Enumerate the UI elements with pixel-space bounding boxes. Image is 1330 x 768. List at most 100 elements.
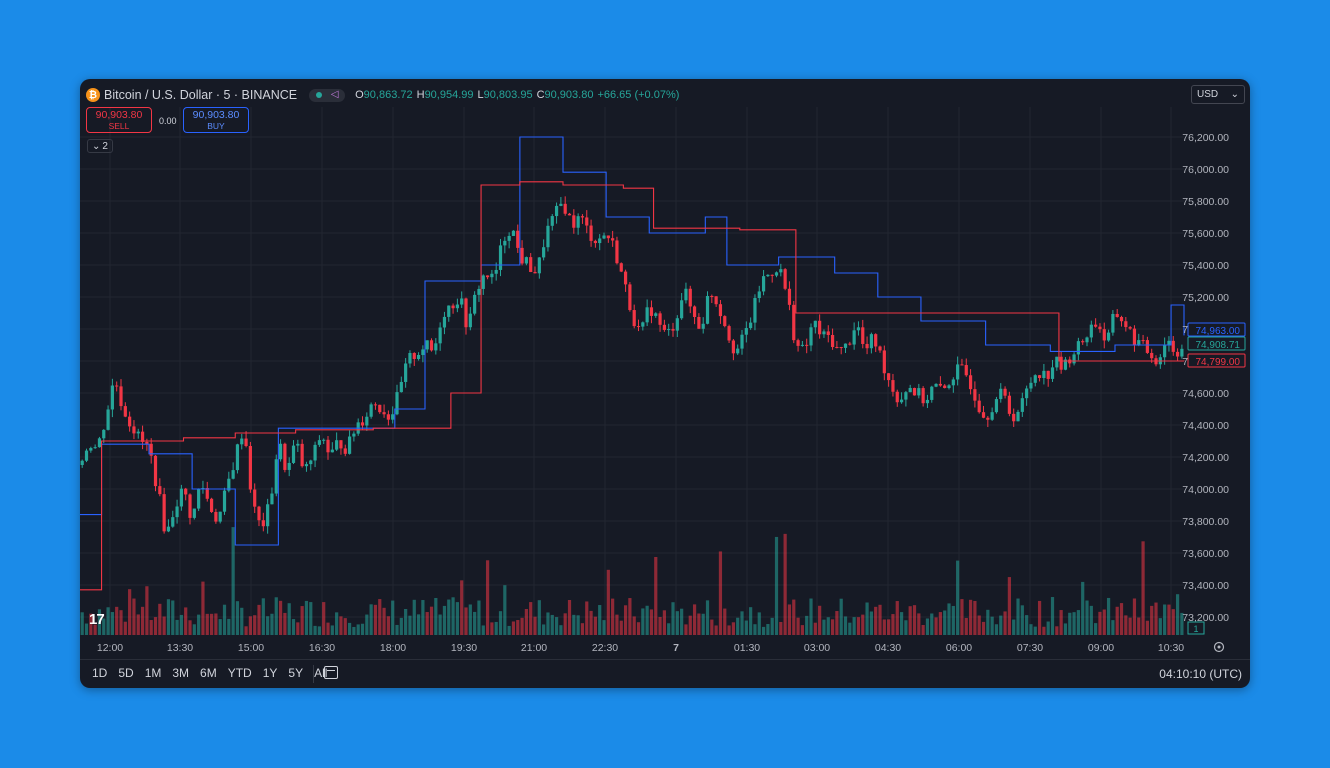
candle-body (865, 343, 869, 349)
candle-body (300, 443, 304, 467)
candle-body (1055, 356, 1059, 368)
volume-bar (981, 621, 986, 635)
volume-bar (119, 610, 123, 635)
volume-bar (425, 612, 429, 635)
volume-bar (520, 617, 524, 635)
candle-body (835, 346, 839, 348)
volume-bar (507, 625, 511, 635)
volume-bar (830, 619, 835, 635)
range-button-5d[interactable]: 5D (118, 666, 134, 680)
utc-clock[interactable]: 04:10:10 (UTC) (1159, 667, 1242, 681)
volume-bar (938, 612, 942, 635)
candle-body (369, 404, 373, 417)
candle-body (943, 385, 947, 389)
price-chart[interactable]: 73,200.00 73,400.00 73,600.00 73,800.00 74,0… (80, 79, 1250, 659)
candle-body (701, 323, 705, 329)
volume-bar (632, 616, 636, 635)
volume-bar (1098, 611, 1102, 635)
volume-bar (158, 603, 162, 635)
volume-bar (710, 619, 714, 635)
price-label-box (1187, 322, 1246, 337)
range-button-1m[interactable]: 1M (144, 666, 162, 680)
candle-body (917, 388, 921, 396)
volume-bar (645, 605, 649, 635)
tradingview-logo[interactable]: 17 (89, 611, 105, 628)
price-label-box (1187, 353, 1246, 368)
range-button-3m[interactable]: 3M (172, 666, 190, 680)
volume-bar (274, 597, 278, 635)
volume-bar (930, 613, 934, 635)
candle-body (839, 347, 843, 349)
candle-body (654, 313, 658, 316)
volume-bar (662, 610, 666, 635)
volume-bar (1063, 623, 1068, 635)
candle-body (1145, 340, 1149, 353)
volume-bar (408, 615, 412, 635)
range-button-1y[interactable]: 1Y (262, 666, 278, 680)
candle-body (956, 364, 960, 380)
candle-body (697, 316, 701, 329)
volume-bar (718, 551, 723, 635)
volume-bar (1033, 626, 1037, 635)
candle-body (1085, 337, 1089, 343)
volume-bar (559, 625, 563, 635)
replay-icon: ◁ (330, 89, 339, 100)
candle-body (451, 305, 455, 309)
volume-bar (692, 604, 697, 635)
candle-body (171, 517, 175, 527)
sell-button[interactable]: 90,903.80 SELL (86, 107, 152, 133)
volume-bar (365, 614, 369, 635)
candle-body (395, 392, 399, 415)
candle-body (899, 399, 904, 403)
candle-body (904, 392, 908, 400)
range-button-5y[interactable]: 5Y (288, 666, 304, 680)
buy-button[interactable]: 90,903.80 BUY (183, 107, 249, 133)
candle-body (1037, 375, 1042, 378)
market-status-pill[interactable]: ◁ (309, 88, 346, 102)
volume-bar (214, 613, 218, 635)
range-button-1d[interactable]: 1D (92, 666, 108, 680)
candle-body (1124, 321, 1128, 328)
symbol-title[interactable]: Bitcoin / U.S. Dollar · 5 · BINANCE (104, 88, 298, 102)
currency-select[interactable]: USD ⌄ (1191, 85, 1245, 104)
candle-body (1111, 313, 1115, 333)
candle-body (231, 470, 235, 479)
volume-bar (1076, 610, 1080, 635)
volume-bar (429, 606, 434, 635)
candle-body (999, 388, 1003, 400)
candle-body (102, 429, 106, 439)
volume-bar (598, 605, 602, 635)
range-button-ytd[interactable]: YTD (227, 666, 252, 680)
candle-body (1012, 413, 1016, 422)
candle-body (209, 498, 214, 512)
candle-body (874, 334, 878, 347)
candle-body (1081, 341, 1085, 343)
candle-body (912, 387, 917, 396)
volume-bar (1137, 617, 1141, 635)
volume-bar (986, 609, 990, 635)
volume-bar (490, 622, 494, 635)
y-axis-tick-label: 75,600.00 (1182, 228, 1229, 240)
candle-body (675, 318, 679, 331)
candle-body (994, 399, 999, 413)
volume-bar (1124, 615, 1128, 635)
volume-bar (404, 608, 408, 635)
candle-body (960, 364, 964, 366)
candle-body (106, 409, 110, 430)
candle-body (1025, 388, 1029, 399)
volume-bar (990, 616, 994, 635)
range-button-6m[interactable]: 6M (200, 666, 217, 680)
indicators-toggle-button[interactable]: ⌄ 2 (87, 139, 113, 153)
volume-bar (485, 560, 490, 635)
volume-bar (188, 620, 192, 635)
candle-body (322, 439, 326, 441)
candle-body (391, 414, 395, 420)
volume-bar (209, 613, 214, 635)
candle-body (796, 340, 800, 346)
candle-body (89, 448, 93, 451)
volume-bar (481, 625, 485, 635)
volume-bar (533, 616, 537, 635)
calendar-icon[interactable] (324, 666, 338, 679)
candle-body (335, 440, 339, 450)
candle-body (1163, 345, 1167, 358)
